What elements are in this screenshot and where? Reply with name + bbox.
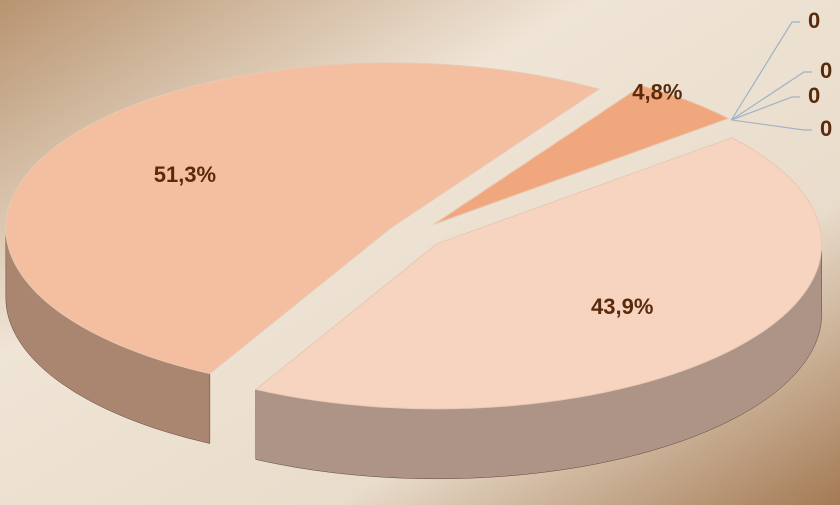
data-label: 51,3% <box>154 162 216 187</box>
slice <box>433 85 730 225</box>
data-label: 43,9% <box>591 294 653 319</box>
slice <box>5 62 601 375</box>
leader-line <box>731 96 800 121</box>
data-label: 4,8% <box>632 79 682 104</box>
data-label: 0 <box>808 83 820 108</box>
slice <box>254 137 823 410</box>
leader-line <box>730 21 800 121</box>
leader-line <box>731 119 812 131</box>
data-label: 0 <box>808 8 820 33</box>
data-label: 0 <box>820 58 832 83</box>
leader-line <box>731 71 812 121</box>
data-label: 0 <box>820 116 832 141</box>
